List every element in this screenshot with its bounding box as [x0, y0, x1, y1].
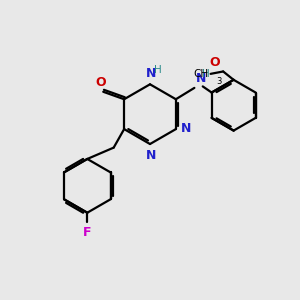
Text: N: N [146, 67, 156, 80]
Text: O: O [209, 56, 220, 69]
Text: H: H [154, 65, 162, 75]
Text: H: H [202, 69, 210, 79]
Text: CH: CH [193, 70, 208, 80]
Text: N: N [196, 72, 206, 85]
Text: N: N [181, 122, 192, 135]
Text: F: F [83, 226, 92, 239]
Text: N: N [146, 149, 157, 162]
Text: O: O [95, 76, 106, 89]
Text: 3: 3 [217, 77, 222, 86]
